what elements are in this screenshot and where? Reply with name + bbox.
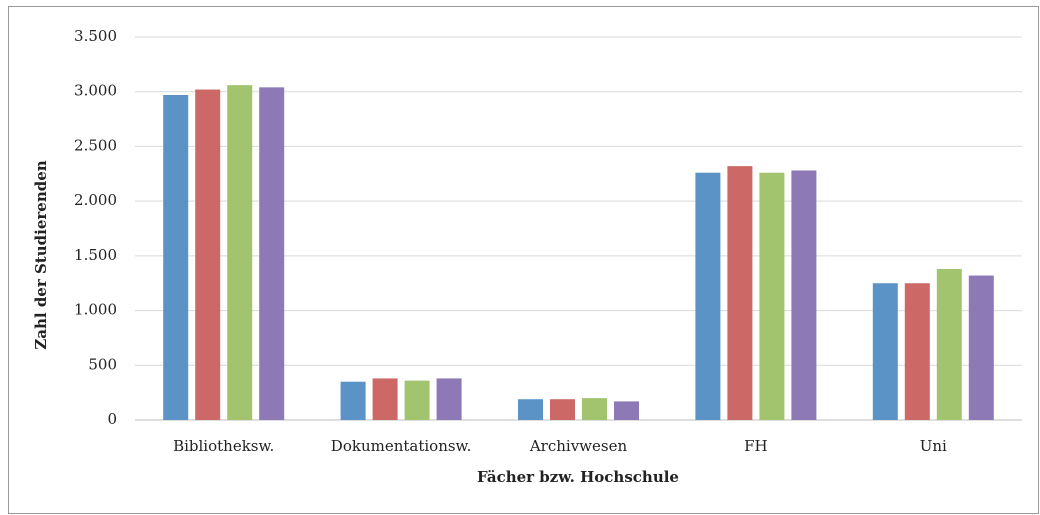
- x-tick-label: Dokumentationsw.: [331, 437, 472, 455]
- x-axis-title: Fächer bzw. Hochschule: [477, 468, 679, 486]
- bar: [695, 172, 721, 420]
- bar: [436, 378, 462, 420]
- bar: [518, 399, 543, 420]
- bar: [968, 275, 994, 420]
- x-tick-label: FH: [744, 437, 768, 455]
- x-tick-label: Uni: [920, 437, 947, 455]
- y-tick-label: 2.500: [74, 136, 117, 154]
- bar: [614, 401, 639, 420]
- bar: [582, 398, 607, 420]
- bar: [904, 283, 930, 420]
- bar: [550, 399, 575, 420]
- bar: [404, 380, 430, 420]
- y-tick-label: 1.000: [74, 301, 117, 319]
- x-tick-label: Bibliotheksw.: [173, 437, 274, 455]
- y-tick-label: 3.000: [74, 82, 117, 100]
- y-tick-label: 1.500: [74, 246, 117, 264]
- bar: [759, 172, 785, 420]
- y-tick-label: 500: [88, 355, 117, 373]
- bar: [227, 85, 253, 421]
- y-axis-title: Zahl der Studierenden: [32, 160, 50, 349]
- bar: [791, 170, 817, 420]
- y-tick-label: 2.000: [74, 191, 117, 209]
- bar: [727, 166, 753, 420]
- bar: [340, 381, 366, 420]
- chart-frame: [8, 6, 1039, 514]
- bar: [372, 378, 398, 420]
- bar: [163, 94, 189, 421]
- y-tick-label: 0: [107, 410, 117, 428]
- bar: [872, 283, 898, 420]
- bar: [259, 87, 285, 420]
- bar: [936, 268, 962, 420]
- y-tick-label: 3.500: [74, 27, 117, 45]
- bar: [195, 89, 221, 421]
- x-tick-label: Archivwesen: [529, 437, 628, 455]
